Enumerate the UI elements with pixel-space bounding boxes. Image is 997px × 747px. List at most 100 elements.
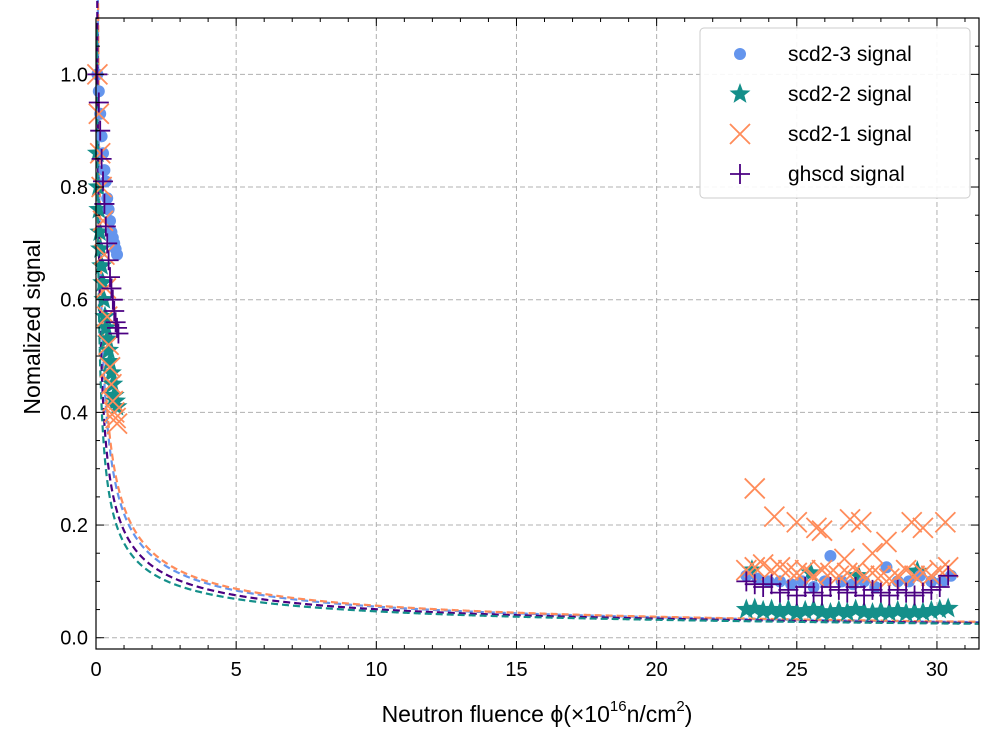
data-point xyxy=(895,601,917,622)
data-point xyxy=(795,577,816,598)
data-point xyxy=(98,164,111,177)
data-point xyxy=(769,582,790,603)
data-point xyxy=(100,361,122,382)
data-point xyxy=(862,579,883,600)
data-point xyxy=(819,601,841,622)
data-point xyxy=(111,248,124,261)
data-point xyxy=(95,130,108,143)
data-point xyxy=(921,579,942,600)
data-point xyxy=(97,233,118,254)
data-point xyxy=(861,542,884,564)
fit-curve xyxy=(97,3,979,623)
data-points xyxy=(86,63,959,622)
data-point xyxy=(920,599,942,620)
x-tick-label: 15 xyxy=(505,659,527,681)
data-point xyxy=(744,574,765,595)
data-point xyxy=(108,323,129,344)
legend-marker xyxy=(729,123,751,145)
y-tick-label: 1.0 xyxy=(60,64,88,86)
data-point xyxy=(929,559,951,581)
data-point xyxy=(862,601,883,622)
x-tick-label: 10 xyxy=(365,659,387,681)
data-point xyxy=(99,350,121,371)
data-point xyxy=(93,243,116,266)
legend-box xyxy=(699,27,971,199)
data-point xyxy=(904,600,925,621)
data-point xyxy=(837,582,858,603)
data-point xyxy=(912,601,934,622)
data-point xyxy=(777,559,800,581)
y-tick-label: 0.6 xyxy=(60,290,88,312)
data-point xyxy=(98,250,119,271)
x-tick-label: 25 xyxy=(786,659,808,681)
data-point xyxy=(94,193,115,214)
data-point xyxy=(735,559,757,581)
fit-curves xyxy=(95,0,979,625)
legend-entry: scd2-2 signal xyxy=(729,83,912,106)
data-point xyxy=(836,601,858,622)
data-point xyxy=(828,579,849,600)
data-point xyxy=(794,599,816,620)
data-point xyxy=(805,517,828,539)
data-point xyxy=(833,548,856,570)
legend-marker xyxy=(730,164,750,184)
legend-label: scd2-2 signal xyxy=(788,83,912,106)
y-tick-label: 0.2 xyxy=(60,515,88,537)
data-point xyxy=(93,288,115,309)
data-point xyxy=(820,577,841,598)
data-point xyxy=(811,559,833,581)
data-point xyxy=(903,565,926,587)
data-point xyxy=(761,574,782,595)
data-point xyxy=(101,278,122,299)
data-point xyxy=(736,571,757,592)
data-point xyxy=(777,598,799,619)
x-tick-label: 5 xyxy=(231,659,242,681)
fit-curve xyxy=(95,29,979,625)
x-tick-label: 20 xyxy=(646,659,668,681)
legend-label: scd2-3 signal xyxy=(788,43,912,66)
x-axis-label-end: ) xyxy=(685,701,693,727)
data-point xyxy=(848,564,869,585)
x-tick-label: 30 xyxy=(926,659,948,681)
data-point xyxy=(101,192,114,205)
legend-entry: scd2-1 signal xyxy=(729,123,912,146)
data-point xyxy=(786,601,808,622)
data-point xyxy=(812,585,833,606)
data-point xyxy=(850,511,872,533)
data-point xyxy=(88,198,110,219)
data-point xyxy=(89,221,111,241)
legend-label: ghscd signal xyxy=(788,163,905,186)
data-point xyxy=(853,565,875,587)
data-point xyxy=(937,597,959,618)
data-point xyxy=(752,599,774,620)
data-point xyxy=(880,561,893,574)
data-point xyxy=(912,582,933,603)
x-axis-label-sup1: 16 xyxy=(610,698,627,715)
legend-entry: ghscd signal xyxy=(730,163,905,186)
data-point xyxy=(854,585,875,606)
data-point xyxy=(875,531,898,553)
data-point xyxy=(97,334,120,356)
data-point xyxy=(763,505,786,528)
data-point xyxy=(878,601,900,622)
legend: scd2-3 signal scd2-2 signal scd2-1 signal g… xyxy=(699,27,971,199)
data-point xyxy=(87,176,109,196)
y-tick-label: 0.0 xyxy=(60,628,88,650)
data-point xyxy=(90,237,111,258)
grid xyxy=(96,18,979,649)
data-point xyxy=(870,565,892,587)
x-axis-label-main: Neutron fluence ϕ(×10 xyxy=(382,701,610,727)
data-point xyxy=(811,520,833,542)
x-axis-label: Neutron fluence ϕ(×1016n/cm2) xyxy=(382,698,693,727)
data-point xyxy=(901,511,923,533)
data-point xyxy=(845,577,866,598)
data-point xyxy=(929,598,951,619)
axes xyxy=(95,17,980,650)
data-point xyxy=(106,413,128,435)
data-point xyxy=(896,582,917,603)
data-point xyxy=(904,585,925,606)
data-point xyxy=(104,407,127,429)
data-point xyxy=(769,600,791,621)
data-point xyxy=(104,300,125,321)
